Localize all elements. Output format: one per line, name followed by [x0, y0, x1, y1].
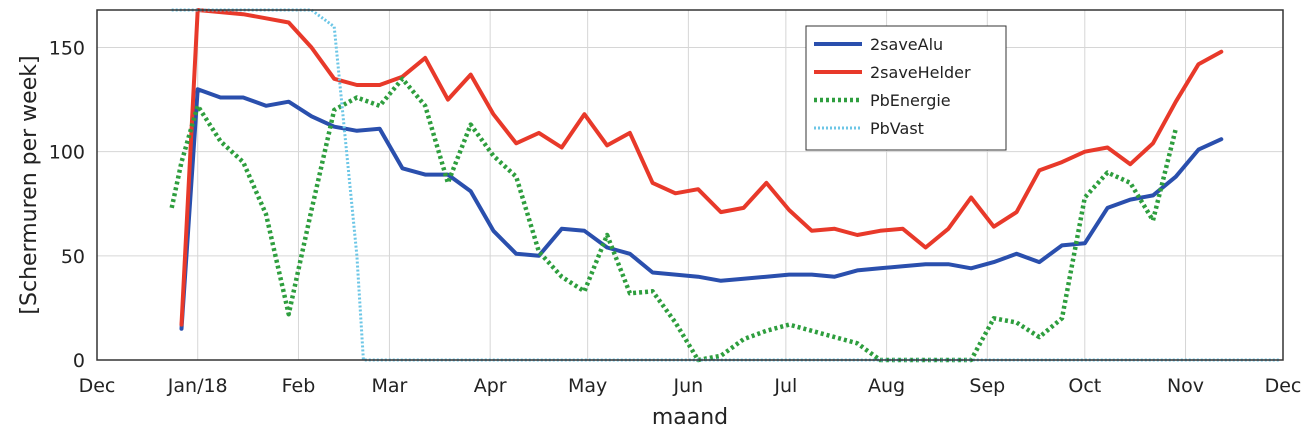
x-tick-label: Mar: [372, 375, 408, 397]
y-tick-labels: 0 50 100 150: [49, 38, 85, 373]
x-tick-label: Jul: [773, 375, 797, 397]
legend: 2saveAlu 2saveHelder PbEnergie PbVast: [805, 25, 1007, 151]
y-tick-label: 100: [49, 142, 85, 164]
x-tick-label: May: [568, 375, 607, 397]
x-tick-label: Jan/18: [167, 375, 228, 397]
series-line-pbenergie: [169, 76, 1178, 363]
x-tick-label: Sep: [969, 375, 1005, 397]
series-line-2savealu: [179, 87, 1224, 331]
series-lines: [169, 8, 1280, 363]
x-tick-label: Aug: [868, 375, 905, 397]
x-tick-label: Apr: [474, 375, 507, 397]
x-tick-label: Dec: [1265, 375, 1302, 397]
legend-label: PbVast: [870, 119, 924, 138]
series-line-pbvast: [171, 8, 1280, 362]
y-tick-label: 0: [73, 350, 85, 372]
y-tick-label: 50: [61, 246, 85, 268]
plot-frame: [96, 9, 1284, 361]
y-tick-label: 150: [49, 38, 85, 60]
x-axis-title: maand: [652, 405, 728, 430]
x-tick-label: Jun: [673, 375, 704, 397]
grid-lines: [96, 10, 1284, 361]
x-tick-label: Nov: [1167, 375, 1204, 397]
legend-label: 2saveHelder: [870, 63, 971, 82]
series-line-2savehelder: [179, 8, 1224, 327]
legend-label: PbEnergie: [870, 91, 951, 110]
y-axis-title: [Schermuren per week]: [17, 55, 42, 314]
x-tick-label: Oct: [1068, 375, 1101, 397]
legend-label: 2saveAlu: [870, 35, 943, 54]
x-tick-labels: Dec Jan/18 Feb Mar Apr May Jun Jul Aug Sep Oct Nov D…: [79, 375, 1302, 397]
x-tick-label: Dec: [79, 375, 116, 397]
x-tick-label: Feb: [282, 375, 316, 397]
